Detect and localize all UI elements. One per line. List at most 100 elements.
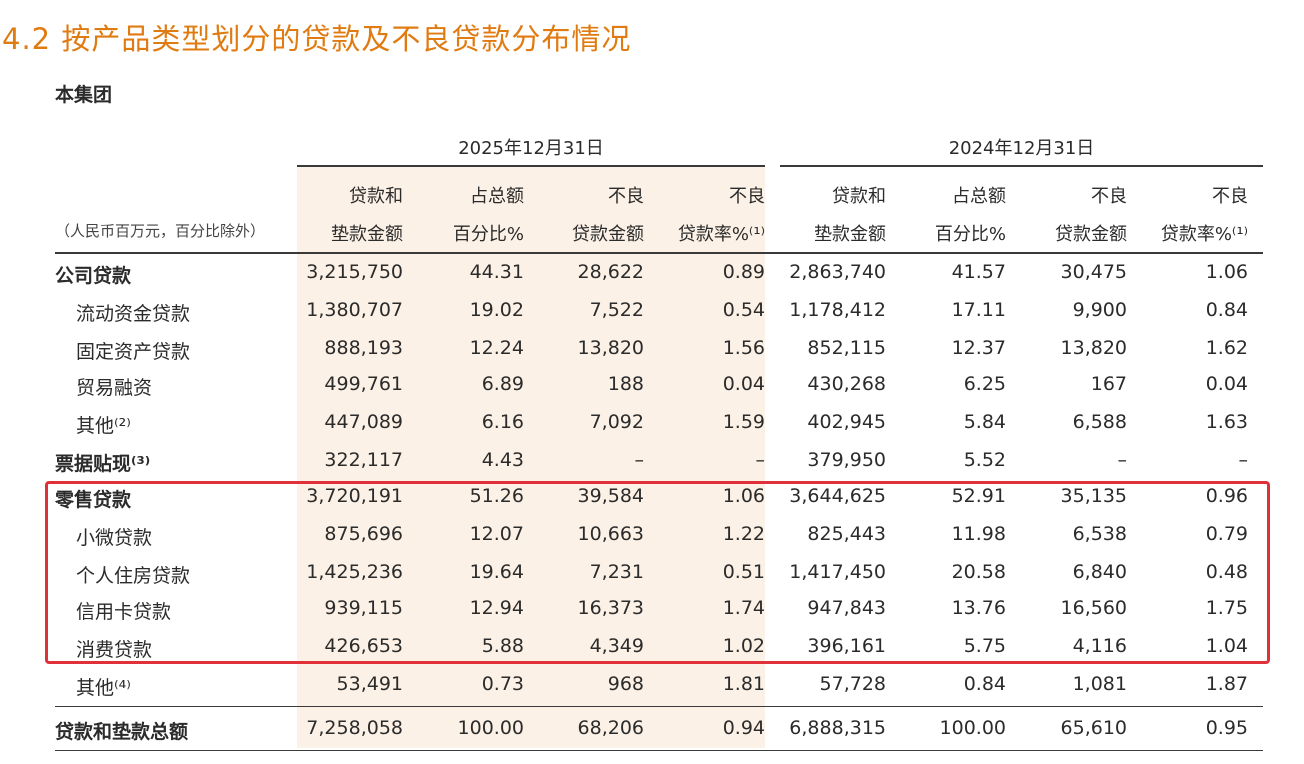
table-row: 消费贷款 426,653 5.88 4,349 1.02 396,161 5.7… xyxy=(0,630,1304,666)
table-cell: 0.96 xyxy=(1205,485,1248,507)
total-bottom-rule xyxy=(55,750,1263,751)
table-cell: 4.43 xyxy=(481,449,524,471)
table-cell: 888,193 xyxy=(324,337,403,359)
table-cell: 51.26 xyxy=(469,485,524,507)
table-cell: – xyxy=(755,449,766,471)
table-cell: 430,268 xyxy=(807,373,886,395)
table-cell: 35,135 xyxy=(1060,485,1127,507)
table-cell: 57,728 xyxy=(819,673,886,695)
table-cell: 41.57 xyxy=(951,261,1006,283)
table-cell: 852,115 xyxy=(807,337,886,359)
table-cell: 13,820 xyxy=(1060,337,1127,359)
table-row: 贸易融资 499,761 6.89 188 0.04 430,268 6.25 … xyxy=(0,368,1304,404)
table-cell: 1.62 xyxy=(1205,337,1248,359)
table-cell: 6,588 xyxy=(1072,411,1127,433)
current-period-shading xyxy=(297,166,765,748)
header-2024-loan-amount: 贷款和 垫款金额 xyxy=(814,186,886,245)
table-cell: 0.04 xyxy=(722,373,765,395)
table-row-total: 贷款和垫款总额 7,258,058 100.00 68,206 0.94 6,8… xyxy=(0,712,1304,748)
table-cell: – xyxy=(1238,449,1249,471)
table-cell: 68,206 xyxy=(577,717,644,739)
table-row: 公司贷款 3,215,750 44.31 28,622 0.89 2,863,7… xyxy=(0,256,1304,292)
table-cell: 9,900 xyxy=(1072,299,1127,321)
table-cell: 499,761 xyxy=(324,373,403,395)
table-cell: 1.63 xyxy=(1205,411,1248,433)
table-cell: 1.22 xyxy=(722,523,765,545)
table-cell: 322,117 xyxy=(324,449,403,471)
table-cell: 6.89 xyxy=(481,373,524,395)
table-cell: 1.74 xyxy=(722,597,765,619)
retail-loans-highlight-box xyxy=(45,481,1270,664)
table-row: 流动资金贷款 1,380,707 19.02 7,522 0.54 1,178,… xyxy=(0,294,1304,330)
row-label: 贸易融资 xyxy=(76,377,153,399)
table-cell: 20.58 xyxy=(951,561,1006,583)
table-cell: 6,538 xyxy=(1072,523,1127,545)
header-2024-npl-amount: 不良 贷款金额 xyxy=(1055,186,1127,245)
table-cell: 30,475 xyxy=(1060,261,1127,283)
table-row: 固定资产贷款 888,193 12.24 13,820 1.56 852,115… xyxy=(0,332,1304,368)
table-cell: 3,720,191 xyxy=(306,485,403,507)
table-cell: 0.73 xyxy=(481,673,524,695)
table-cell: 1,425,236 xyxy=(306,561,403,583)
table-cell: 11.98 xyxy=(951,523,1006,545)
period-2024-rule xyxy=(780,165,1263,167)
row-label: 零售贷款 xyxy=(55,489,132,511)
table-cell: 5.52 xyxy=(963,449,1006,471)
table-cell: 16,560 xyxy=(1060,597,1127,619)
table-cell: 5.88 xyxy=(481,635,524,657)
row-label: 消费贷款 xyxy=(76,639,153,661)
table-cell: 1,178,412 xyxy=(789,299,886,321)
table-cell: 1.56 xyxy=(722,337,765,359)
header-2025-share: 占总额 百分比% xyxy=(452,186,524,245)
table-row: 信用卡贷款 939,115 12.94 16,373 1.74 947,843 … xyxy=(0,592,1304,628)
table-cell: 19.64 xyxy=(469,561,524,583)
row-label: 贷款和垫款总额 xyxy=(55,721,189,743)
group-subtitle: 本集团 xyxy=(55,84,113,106)
table-cell: 0.89 xyxy=(722,261,765,283)
table-cell: 1.06 xyxy=(1205,261,1248,283)
table-row: 小微贷款 875,696 12.07 10,663 1.22 825,443 1… xyxy=(0,518,1304,554)
table-cell: 0.79 xyxy=(1205,523,1248,545)
table-cell: 167 xyxy=(1090,373,1127,395)
table-cell: 396,161 xyxy=(807,635,886,657)
table-cell: 4,116 xyxy=(1072,635,1127,657)
header-2024-share: 占总额 百分比% xyxy=(934,186,1006,245)
table-cell: 947,843 xyxy=(807,597,886,619)
table-cell: 1.87 xyxy=(1205,673,1248,695)
table-row: 个人住房贷款 1,425,236 19.64 7,231 0.51 1,417,… xyxy=(0,556,1304,592)
table-cell: 16,373 xyxy=(577,597,644,619)
table-cell: 1,081 xyxy=(1072,673,1127,695)
table-cell: 6,840 xyxy=(1072,561,1127,583)
row-label: 其他⁽⁴⁾ xyxy=(76,677,131,699)
row-label: 个人住房贷款 xyxy=(76,565,191,587)
table-cell: 6,888,315 xyxy=(789,717,886,739)
table-cell: 6.16 xyxy=(481,411,524,433)
table-cell: 1.06 xyxy=(722,485,765,507)
header-2024-npl-ratio: 不良 贷款率%⁽¹⁾ xyxy=(1160,186,1248,245)
table-cell: 12.07 xyxy=(469,523,524,545)
table-cell: 402,945 xyxy=(807,411,886,433)
table-cell: 39,584 xyxy=(577,485,644,507)
table-cell: 968 xyxy=(607,673,644,695)
table-cell: 7,092 xyxy=(589,411,644,433)
row-label: 固定资产贷款 xyxy=(76,341,191,363)
table-row: 其他⁽²⁾ 447,089 6.16 7,092 1.59 402,945 5.… xyxy=(0,406,1304,442)
table-cell: 3,644,625 xyxy=(789,485,886,507)
table-cell: – xyxy=(634,449,645,471)
table-row: 零售贷款 3,720,191 51.26 39,584 1.06 3,644,6… xyxy=(0,480,1304,516)
table-cell: 188 xyxy=(607,373,644,395)
table-cell: 100.00 xyxy=(457,717,524,739)
table-cell: 1,417,450 xyxy=(789,561,886,583)
header-bottom-rule xyxy=(55,252,1263,254)
table-cell: 2,863,740 xyxy=(789,261,886,283)
row-label: 票据贴现⁽³⁾ xyxy=(55,453,151,475)
table-cell: 1.81 xyxy=(722,673,765,695)
table-cell: 65,610 xyxy=(1060,717,1127,739)
table-cell: – xyxy=(1117,449,1128,471)
table-cell: 7,522 xyxy=(589,299,644,321)
table-cell: 0.84 xyxy=(1205,299,1248,321)
table-cell: 53,491 xyxy=(336,673,403,695)
table-cell: 7,231 xyxy=(589,561,644,583)
table-cell: 379,950 xyxy=(807,449,886,471)
header-2025-npl-amount: 不良 贷款金额 xyxy=(572,186,644,245)
